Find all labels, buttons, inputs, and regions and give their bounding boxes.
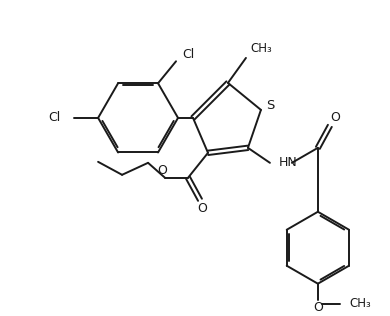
Text: S: S [266,100,274,112]
Text: O: O [313,301,323,314]
Text: Cl: Cl [48,111,60,125]
Text: O: O [157,164,167,177]
Text: CH₃: CH₃ [250,42,272,55]
Text: O: O [197,202,207,215]
Text: Cl: Cl [182,48,194,61]
Text: HN: HN [279,156,298,169]
Text: O: O [330,111,340,125]
Text: CH₃: CH₃ [350,297,372,310]
